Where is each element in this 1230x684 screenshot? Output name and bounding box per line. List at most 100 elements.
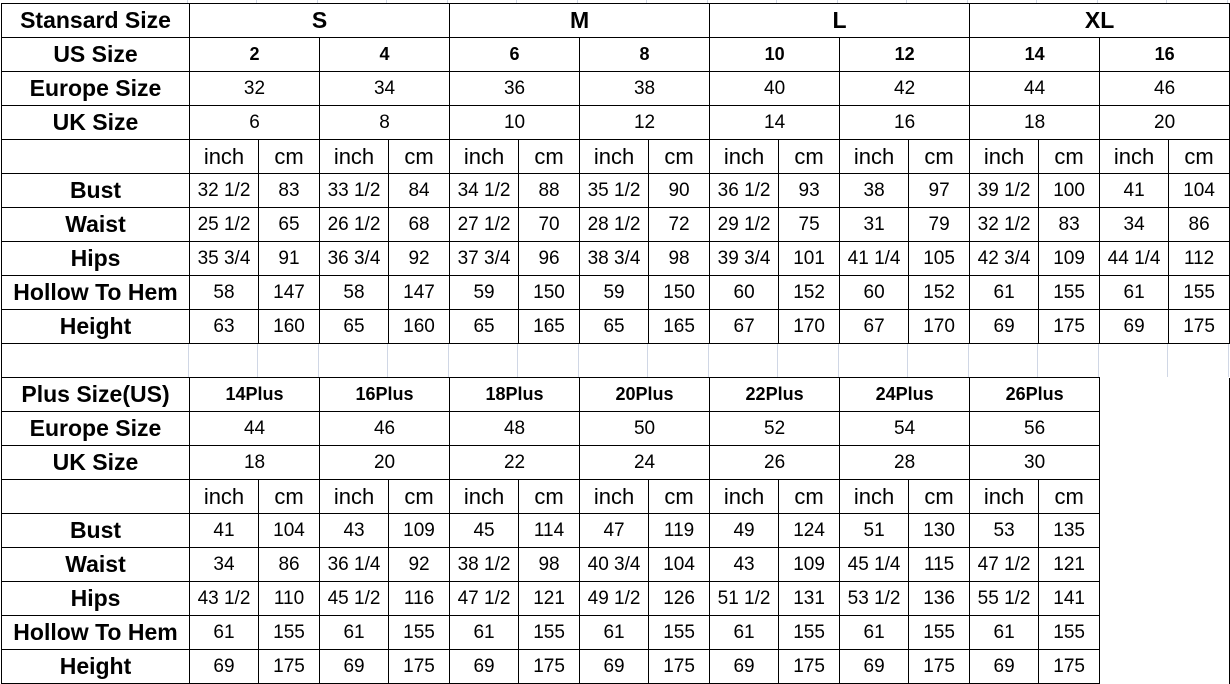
size-cell: 14 [709, 105, 841, 140]
value-cell: 126 [648, 581, 711, 616]
value-cell: 36 1/2 [709, 173, 780, 208]
value-cell: 69 [839, 649, 910, 684]
size-cell: 24Plus [839, 377, 971, 412]
size-cell: 34 [318, 71, 451, 106]
unit-cm: cm [778, 479, 841, 514]
value-cell: 60 [839, 275, 910, 310]
size-cell: 30 [969, 445, 1101, 480]
value-cell: 72 [648, 207, 711, 242]
value-cell: 27 1/2 [449, 207, 520, 242]
value-cell: 40 3/4 [579, 547, 650, 582]
size-cell: 12 [839, 37, 971, 72]
value-cell: 165 [518, 309, 581, 344]
value-cell: 92 [387, 241, 451, 276]
unit-inch: inch [969, 479, 1040, 514]
gridline-cell [579, 344, 648, 377]
value-cell: 109 [778, 547, 841, 582]
value-cell: 79 [908, 207, 971, 242]
value-cell: 116 [388, 581, 451, 616]
gridline-cell [709, 344, 778, 377]
size-cell: 4 [318, 37, 451, 72]
unit-cm: cm [778, 139, 841, 174]
value-cell: 61 [449, 615, 520, 650]
value-cell: 51 1/2 [709, 581, 780, 616]
value-cell: 96 [518, 241, 581, 276]
value-cell: 29 1/2 [709, 207, 780, 242]
value-cell: 47 1/2 [449, 581, 520, 616]
size-cell: 20 [319, 445, 451, 480]
sheet-gridlines-top [0, 0, 1230, 3]
size-cell: 24 [579, 445, 711, 480]
value-cell: 68 [387, 207, 451, 242]
value-cell: 91 [258, 241, 320, 276]
value-cell: 32 1/2 [969, 207, 1040, 242]
gridline-cell [1038, 344, 1099, 377]
gridline-cell [708, 0, 777, 3]
row-label: Plus Size(US) [1, 377, 190, 412]
value-cell: 124 [778, 513, 841, 548]
value-cell: 84 [387, 173, 451, 208]
size-row: UK Size 18 20 22 24 26 28 30 [1, 445, 1230, 480]
row-label: Hollow To Hem [1, 615, 190, 650]
gridline-cell [969, 344, 1038, 377]
value-cell: 121 [518, 581, 581, 616]
size-group-cell: L [709, 3, 971, 38]
gridline-cell [257, 0, 318, 3]
unit-row: inch cm inch cm inch cm inch cm inch cm inch cm inch… [1, 479, 1230, 514]
size-cell: 8 [318, 105, 451, 140]
value-cell: 58 [189, 275, 259, 310]
unit-cm: cm [518, 479, 581, 514]
value-cell: 45 1/4 [839, 547, 910, 582]
value-cell: 42 3/4 [969, 241, 1040, 276]
value-cell: 175 [1168, 309, 1230, 344]
value-cell: 175 [1038, 309, 1101, 344]
value-cell: 69 [579, 649, 650, 684]
value-cell: 45 [449, 513, 520, 548]
value-cell: 69 [189, 649, 259, 684]
value-cell: 69 [319, 649, 390, 684]
value-cell: 110 [257, 581, 321, 616]
value-cell: 35 3/4 [189, 241, 259, 276]
value-cell: 175 [518, 649, 581, 684]
value-cell: 43 [319, 513, 390, 548]
value-cell: 61 [969, 275, 1040, 310]
value-cell: 61 [969, 615, 1040, 650]
value-cell: 47 [579, 513, 650, 548]
size-cell: 26 [709, 445, 841, 480]
value-cell: 155 [1168, 275, 1230, 310]
size-cell: 36 [449, 71, 581, 106]
value-cell: 38 [839, 173, 910, 208]
size-cell: 16 [839, 105, 971, 140]
value-cell: 136 [908, 581, 971, 616]
size-cell: 26Plus [969, 377, 1101, 412]
value-cell: 65 [579, 309, 650, 344]
value-cell: 155 [257, 615, 321, 650]
value-cell: 61 [189, 615, 259, 650]
value-cell: 155 [388, 615, 451, 650]
value-cell: 55 1/2 [969, 581, 1040, 616]
gridline-cell [517, 0, 578, 3]
value-cell: 175 [388, 649, 451, 684]
size-cell: 22Plus [709, 377, 841, 412]
value-cell: 69 [969, 649, 1040, 684]
value-cell: 86 [1168, 207, 1230, 242]
value-cell: 175 [908, 649, 971, 684]
size-cell: 6 [189, 105, 320, 140]
unit-cm: cm [1038, 479, 1101, 514]
value-cell: 65 [449, 309, 520, 344]
value-cell: 45 1/2 [319, 581, 390, 616]
value-cell: 160 [258, 309, 320, 344]
row-label: Hollow To Hem [1, 275, 190, 310]
value-cell: 104 [1168, 173, 1230, 208]
gridline-cell [258, 344, 319, 377]
measurement-row: Bust 32 1/2 83 33 1/2 84 34 1/2 88 35 1/2 90 36 1… [1, 173, 1230, 208]
value-cell: 114 [518, 513, 581, 548]
size-cell: 44 [188, 411, 321, 446]
size-cell: 48 [449, 411, 581, 446]
unit-inch: inch [709, 139, 780, 174]
value-cell: 83 [1038, 207, 1101, 242]
plus-size-row: Plus Size(US) 14Plus 16Plus 18Plus 20Plus 22P… [1, 377, 1230, 684]
value-cell: 41 1/4 [839, 241, 910, 276]
gridline-cell [907, 0, 968, 3]
value-cell: 69 [709, 649, 780, 684]
